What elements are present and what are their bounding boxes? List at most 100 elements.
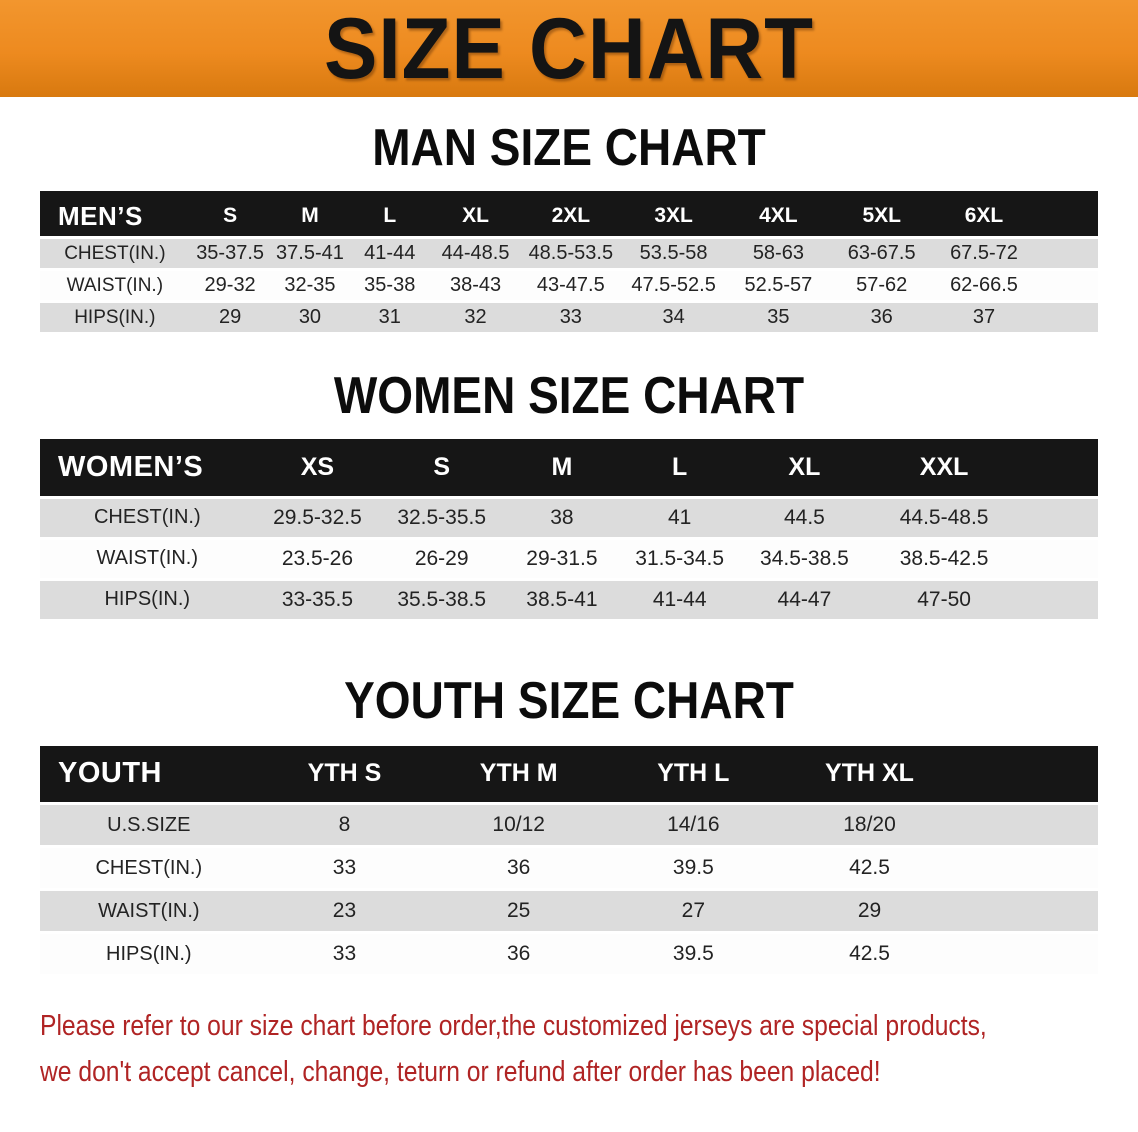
value-cell: 34	[620, 301, 727, 335]
value-cell: 25	[431, 889, 607, 934]
table-row: WAIST(IN.) 29-32 32-35 35-38 38-43 43-47.5 47.…	[40, 269, 1098, 303]
disclaimer-line-2: we don't accept cancel, change, teturn o…	[40, 1056, 881, 1088]
value-cell: 38-43	[430, 269, 521, 303]
value-cell: 30	[270, 301, 350, 335]
value-cell: 27	[606, 889, 781, 934]
row-spacer-cell	[1017, 578, 1098, 622]
value-cell: 38.5-41	[503, 578, 621, 622]
youth-table-holder: YOUTH YTH S YTH M YTH L YTH XL U.S.SIZE 8 10/12…	[0, 745, 1138, 977]
value-cell: 39.5	[606, 846, 781, 891]
value-cell: 23	[257, 889, 432, 934]
row-label-cell: CHEST(IN.)	[40, 846, 258, 891]
men-size-table: MEN’S S M L XL 2XL 3XL 4XL 5XL 6XL CHEST(IN.) 35-37…	[40, 191, 1098, 335]
row-label-cell: HIPS(IN.)	[40, 301, 190, 335]
size-column-header: M	[503, 439, 621, 499]
row-label-cell: HIPS(IN.)	[40, 932, 258, 977]
table-row: CHEST(IN.) 33 36 39.5 42.5	[40, 846, 1098, 891]
row-label-cell: WAIST(IN.)	[40, 889, 258, 934]
row-spacer-cell	[958, 846, 1098, 891]
size-column-header: XL	[430, 192, 521, 239]
header-spacer-cell	[1017, 439, 1098, 499]
value-cell: 26-29	[380, 537, 504, 581]
value-cell: 18/20	[780, 803, 959, 848]
corner-label-cell: MEN’S	[40, 192, 190, 239]
table-row: U.S.SIZE 8 10/12 14/16 18/20	[40, 803, 1098, 848]
value-cell: 47.5-52.5	[620, 269, 727, 303]
value-cell: 42.5	[780, 846, 959, 891]
value-cell: 35-37.5	[189, 237, 271, 271]
size-column-header: 6XL	[933, 192, 1035, 239]
row-label-cell: U.S.SIZE	[40, 803, 258, 848]
value-cell: 36	[431, 846, 607, 891]
value-cell: 33-35.5	[254, 578, 381, 622]
size-column-header: L	[620, 439, 739, 499]
size-column-header: XL	[738, 439, 871, 499]
table-row: HIPS(IN.) 29 30 31 32 33 34 35 36 37	[40, 301, 1098, 335]
row-label-cell: HIPS(IN.)	[40, 578, 255, 622]
women-section-heading: WOMEN SIZE CHART	[333, 365, 805, 425]
value-cell: 32.5-35.5	[380, 496, 504, 540]
men-size-section: MAN SIZE CHART MEN’S S M L XL 2XL 3XL 4XL 5XL 6XL…	[0, 117, 1138, 335]
table-row: HIPS(IN.) 33 36 39.5 42.5	[40, 932, 1098, 977]
row-spacer-cell	[958, 889, 1098, 934]
size-chart-banner: SIZE CHART	[0, 0, 1138, 97]
header-row: MEN’S S M L XL 2XL 3XL 4XL 5XL 6XL	[40, 192, 1098, 239]
row-label-cell: WAIST(IN.)	[40, 269, 190, 303]
value-cell: 34.5-38.5	[738, 537, 871, 581]
value-cell: 41-44	[349, 237, 431, 271]
size-column-header: 4XL	[726, 192, 831, 239]
value-cell: 41	[620, 496, 739, 540]
size-column-header: 2XL	[520, 192, 621, 239]
value-cell: 63-67.5	[830, 237, 934, 271]
disclaimer-line-1: Please refer to our size chart before or…	[40, 1010, 987, 1042]
value-cell: 35	[726, 301, 831, 335]
size-column-header: 5XL	[830, 192, 934, 239]
size-column-header: M	[270, 192, 350, 239]
youth-size-table: YOUTH YTH S YTH M YTH L YTH XL U.S.SIZE 8 10/12…	[40, 745, 1098, 977]
women-table-holder: WOMEN’S XS S M L XL XXL CHEST(IN.) 29.5-32.5 32.5…	[0, 439, 1138, 622]
row-spacer-cell	[1034, 237, 1098, 271]
disclaimer: Please refer to our size chart before or…	[40, 1003, 1138, 1095]
corner-label-cell: WOMEN’S	[40, 439, 255, 499]
value-cell: 37.5-41	[270, 237, 350, 271]
row-spacer-cell	[1017, 537, 1098, 581]
youth-section-heading: YOUTH SIZE CHART	[344, 670, 794, 729]
value-cell: 36	[830, 301, 934, 335]
value-cell: 44.5-48.5	[870, 496, 1018, 540]
row-spacer-cell	[958, 932, 1098, 977]
value-cell: 32-35	[270, 269, 350, 303]
value-cell: 33	[257, 932, 432, 977]
header-spacer-cell	[1034, 192, 1098, 239]
size-column-header: YTH L	[606, 745, 781, 805]
value-cell: 31	[349, 301, 431, 335]
value-cell: 47-50	[870, 578, 1018, 622]
size-column-header: XS	[254, 439, 381, 499]
value-cell: 35-38	[349, 269, 431, 303]
value-cell: 14/16	[606, 803, 781, 848]
women-size-table: WOMEN’S XS S M L XL XXL CHEST(IN.) 29.5-32.5 32.5…	[40, 439, 1098, 622]
men-section-heading: MAN SIZE CHART	[372, 117, 766, 177]
row-label-cell: CHEST(IN.)	[40, 237, 190, 271]
row-spacer-cell	[1017, 496, 1098, 540]
header-row: WOMEN’S XS S M L XL XXL	[40, 439, 1098, 499]
header-row: YOUTH YTH S YTH M YTH L YTH XL	[40, 745, 1098, 805]
value-cell: 39.5	[606, 932, 781, 977]
value-cell: 10/12	[431, 803, 607, 848]
size-column-header: 3XL	[620, 192, 727, 239]
value-cell: 43-47.5	[520, 269, 621, 303]
banner-title: SIZE CHART	[324, 0, 814, 97]
table-row: CHEST(IN.) 29.5-32.5 32.5-35.5 38 41 44.5 44.5…	[40, 496, 1098, 540]
value-cell: 42.5	[780, 932, 959, 977]
corner-label-cell: YOUTH	[40, 745, 258, 805]
value-cell: 8	[257, 803, 432, 848]
size-column-header: L	[349, 192, 431, 239]
row-spacer-cell	[958, 803, 1098, 848]
value-cell: 29-31.5	[503, 537, 621, 581]
women-size-section: WOMEN SIZE CHART WOMEN’S XS S M L XL XXL CHEST(…	[0, 365, 1138, 622]
value-cell: 29-32	[189, 269, 271, 303]
value-cell: 44.5	[738, 496, 871, 540]
table-row: CHEST(IN.) 35-37.5 37.5-41 41-44 44-48.5 48.5…	[40, 237, 1098, 271]
value-cell: 23.5-26	[254, 537, 381, 581]
row-label-cell: WAIST(IN.)	[40, 537, 255, 581]
value-cell: 67.5-72	[933, 237, 1035, 271]
